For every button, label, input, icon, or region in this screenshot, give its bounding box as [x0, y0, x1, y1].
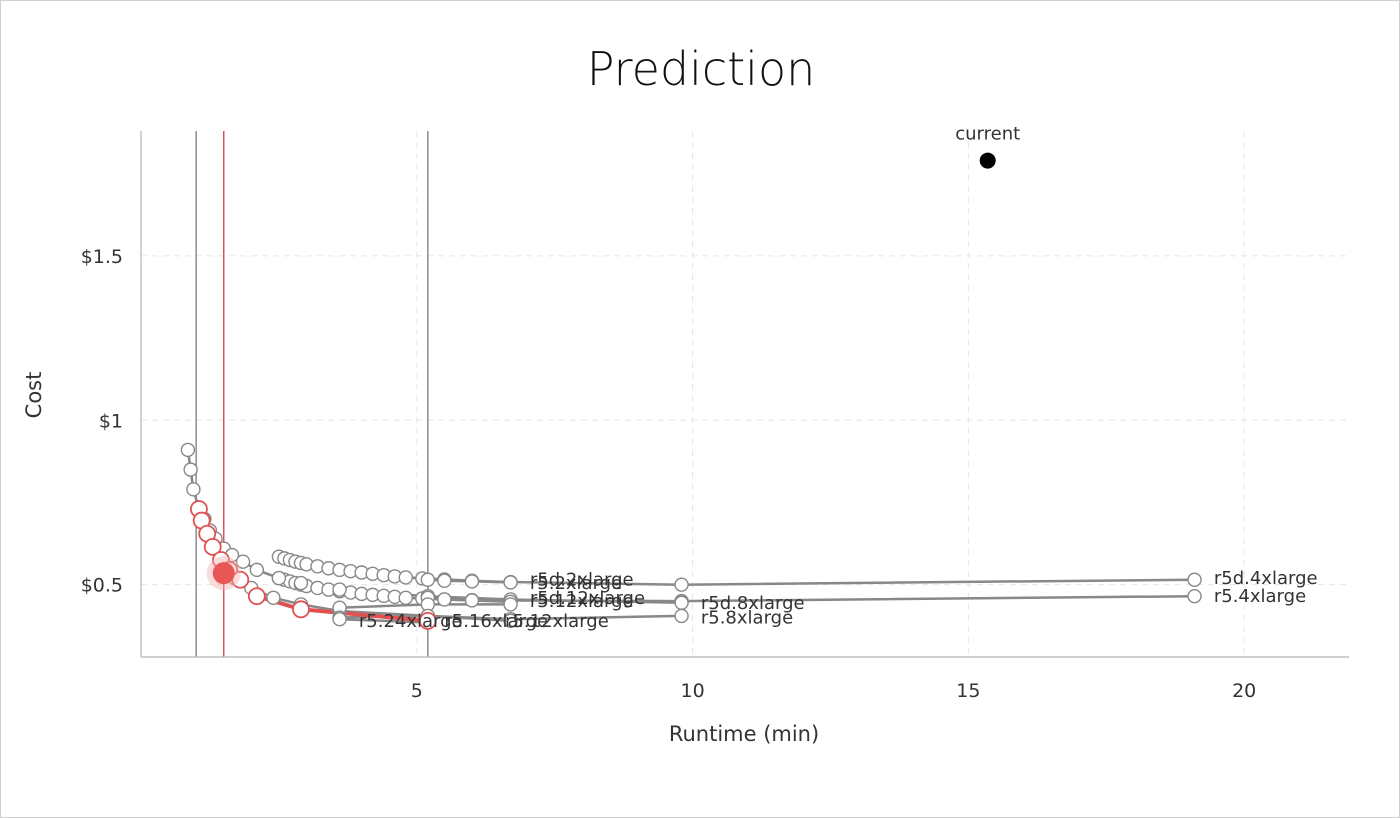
plot-area: 5 10 15 20$0.5$1$1.5 r5d.4xlarger5.4xlarger… — [81, 124, 1349, 702]
tick-labels: 5 10 15 20 $0.5 $1 $1.5 — [81, 246, 1257, 702]
series-points — [180, 442, 1202, 630]
series-point — [503, 575, 518, 590]
series-point — [247, 587, 266, 606]
y-tick-label: $1 — [99, 410, 123, 432]
series-label: r5.8xlarge — [701, 608, 793, 629]
series-point — [398, 590, 413, 606]
x-tick-label: 5 — [411, 680, 423, 702]
series-point — [1187, 588, 1202, 604]
series-point — [186, 482, 201, 497]
series-line — [339, 617, 428, 624]
series-label: r5.12xlarge — [505, 611, 609, 632]
series-label: r5d.8xlarge — [701, 593, 805, 614]
current-marker: current — [955, 124, 1020, 169]
axes — [140, 131, 1349, 658]
chart-title: Prediction — [587, 42, 816, 96]
series-point — [292, 600, 310, 619]
x-axis-title: Runtime (min) — [669, 722, 819, 746]
highlight-point — [212, 562, 235, 585]
y-tick-label: $0.5 — [81, 575, 123, 597]
series-label: r5d.12xlarge — [530, 588, 645, 609]
series-point — [293, 575, 309, 591]
series-point — [503, 597, 518, 612]
series-point — [1187, 572, 1202, 587]
series-point — [420, 572, 436, 587]
series-line — [427, 596, 511, 604]
series-line — [427, 578, 511, 584]
x-tick-label: 10 — [681, 680, 705, 702]
series-label: r5.16xlarge — [444, 611, 548, 632]
series-point — [464, 574, 480, 589]
series-point — [183, 462, 198, 477]
series-point — [203, 537, 222, 556]
series-point — [674, 577, 689, 592]
series-point — [674, 595, 689, 610]
series-point — [503, 613, 518, 629]
series-point — [235, 554, 251, 569]
series-point — [398, 570, 413, 585]
series-point — [249, 562, 265, 578]
series-point — [437, 592, 452, 607]
current-point — [979, 152, 996, 169]
series-point — [418, 611, 437, 630]
current-label: current — [955, 124, 1020, 145]
series-label: r5.4xlarge — [1214, 586, 1306, 607]
series-point — [266, 590, 281, 606]
y-tick-label: $1.5 — [81, 246, 123, 268]
grid-lines — [141, 131, 1349, 657]
x-tick-label: 15 — [956, 680, 980, 702]
series-label: r5.24xlarge — [359, 611, 463, 632]
series-label: r5d.2xlarge — [530, 570, 634, 591]
y-axis-title: Cost — [22, 372, 46, 419]
series-point — [437, 573, 452, 588]
series-point — [180, 442, 196, 458]
series-point — [464, 593, 480, 608]
series-point — [674, 608, 689, 624]
series-point — [271, 570, 287, 586]
series-label: r5.12xlarge — [530, 591, 634, 612]
series-label: r5d.4xlarge — [1214, 568, 1318, 589]
series-point — [332, 611, 347, 627]
series-point — [332, 582, 347, 597]
series-label: r5.2xlarge — [530, 573, 622, 594]
x-tick-label: 20 — [1232, 680, 1256, 702]
